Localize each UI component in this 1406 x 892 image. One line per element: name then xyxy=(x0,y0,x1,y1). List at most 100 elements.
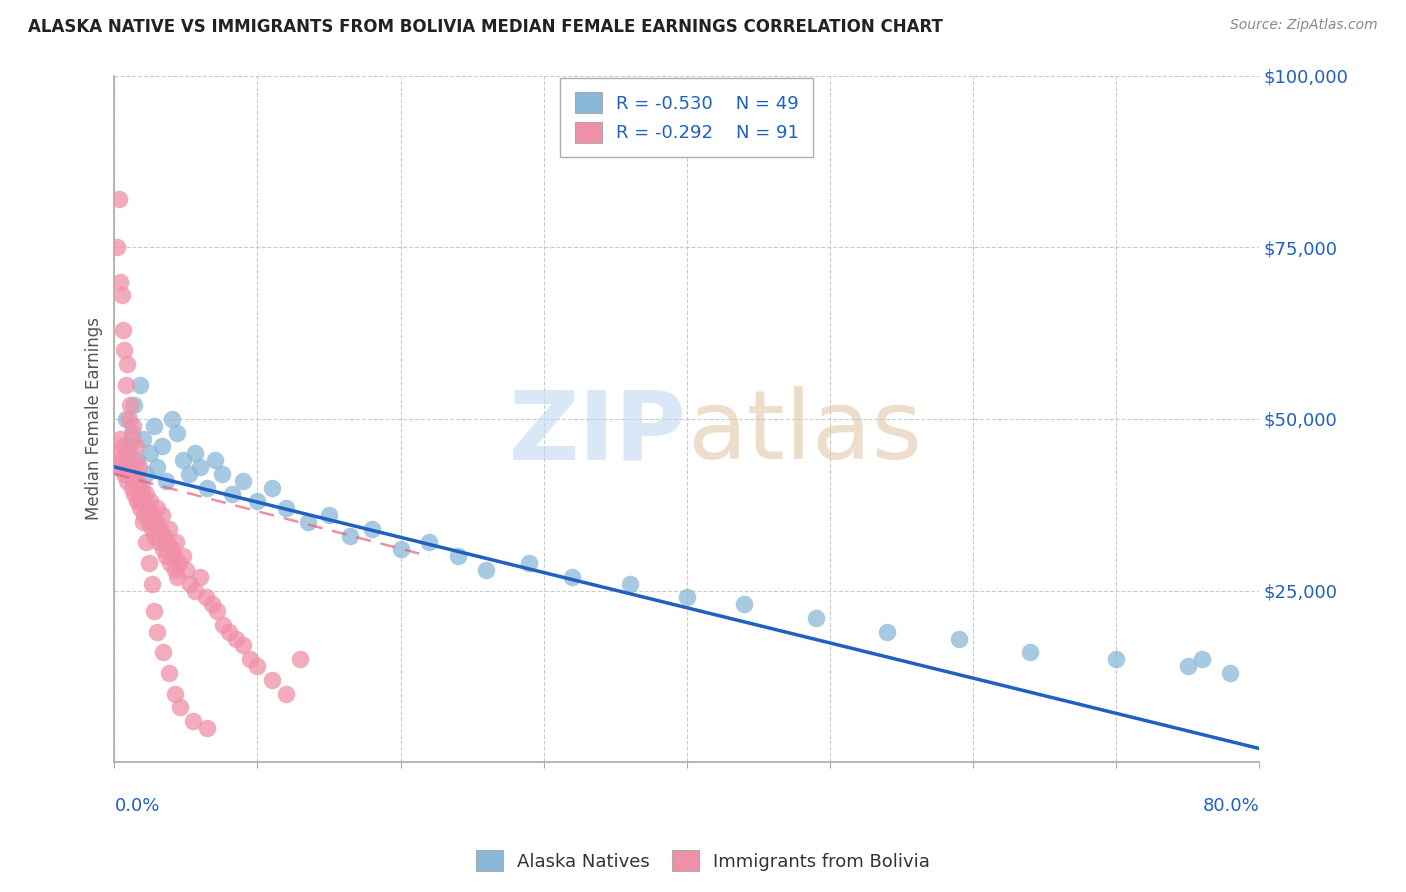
Point xyxy=(129,494,152,508)
Point xyxy=(260,673,283,687)
Point xyxy=(733,597,755,611)
Point xyxy=(125,467,148,481)
Point xyxy=(183,583,205,598)
Point xyxy=(135,487,157,501)
Point xyxy=(297,515,319,529)
Point xyxy=(804,611,827,625)
Point xyxy=(152,645,174,659)
Point xyxy=(188,570,211,584)
Point xyxy=(155,549,177,564)
Text: Source: ZipAtlas.com: Source: ZipAtlas.com xyxy=(1230,18,1378,32)
Point xyxy=(152,542,174,557)
Point xyxy=(132,433,155,447)
Point xyxy=(163,563,186,577)
Point xyxy=(389,542,412,557)
Point xyxy=(159,556,181,570)
Point xyxy=(141,576,163,591)
Point xyxy=(197,721,219,735)
Point xyxy=(112,343,135,358)
Point xyxy=(162,549,184,564)
Point xyxy=(155,474,177,488)
Point xyxy=(160,542,183,557)
Point xyxy=(115,377,138,392)
Point xyxy=(211,467,233,481)
Point xyxy=(131,481,153,495)
Point xyxy=(1191,652,1213,666)
Point xyxy=(117,357,139,371)
Text: ALASKA NATIVE VS IMMIGRANTS FROM BOLIVIA MEDIAN FEMALE EARNINGS CORRELATION CHAR: ALASKA NATIVE VS IMMIGRANTS FROM BOLIVIA… xyxy=(28,18,943,36)
Point xyxy=(361,522,384,536)
Point xyxy=(129,501,152,516)
Point xyxy=(146,501,169,516)
Point xyxy=(239,652,262,666)
Point xyxy=(136,501,159,516)
Point xyxy=(128,481,150,495)
Point xyxy=(876,624,898,639)
Point xyxy=(149,522,172,536)
Point xyxy=(339,528,361,542)
Point xyxy=(127,494,149,508)
Text: 80.0%: 80.0% xyxy=(1202,797,1260,814)
Point xyxy=(118,412,141,426)
Point xyxy=(122,474,145,488)
Point xyxy=(142,508,165,522)
Point xyxy=(108,275,131,289)
Point xyxy=(177,467,200,481)
Point xyxy=(290,652,312,666)
Point xyxy=(166,425,188,440)
Point xyxy=(172,453,194,467)
Point xyxy=(110,459,132,474)
Point xyxy=(143,604,166,618)
Point xyxy=(111,439,134,453)
Point xyxy=(274,687,297,701)
Point xyxy=(139,446,162,460)
Point xyxy=(148,535,170,549)
Point xyxy=(124,487,146,501)
Point xyxy=(165,535,187,549)
Legend: R = -0.530    N = 49, R = -0.292    N = 91: R = -0.530 N = 49, R = -0.292 N = 91 xyxy=(560,78,814,157)
Point xyxy=(517,556,540,570)
Point xyxy=(110,453,132,467)
Point xyxy=(1019,645,1042,659)
Point xyxy=(107,459,129,474)
Point xyxy=(318,508,340,522)
Point xyxy=(135,467,157,481)
Point xyxy=(675,591,697,605)
Point xyxy=(181,714,204,728)
Point xyxy=(174,563,197,577)
Point xyxy=(150,508,173,522)
Point xyxy=(120,467,142,481)
Point xyxy=(105,446,128,460)
Point xyxy=(124,453,146,467)
Point xyxy=(475,563,498,577)
Point xyxy=(221,487,243,501)
Point xyxy=(157,665,180,680)
Point xyxy=(274,501,297,516)
Point xyxy=(246,659,269,673)
Y-axis label: Median Female Earnings: Median Female Earnings xyxy=(86,318,103,520)
Point xyxy=(169,700,191,714)
Point xyxy=(112,467,135,481)
Point xyxy=(107,192,129,206)
Point xyxy=(120,398,142,412)
Point xyxy=(619,576,641,591)
Point xyxy=(166,570,188,584)
Point xyxy=(150,439,173,453)
Point xyxy=(105,240,128,254)
Point xyxy=(197,481,219,495)
Point xyxy=(143,528,166,542)
Point xyxy=(167,556,190,570)
Point xyxy=(195,591,218,605)
Point xyxy=(1177,659,1199,673)
Point xyxy=(246,494,269,508)
Point xyxy=(183,446,205,460)
Point xyxy=(121,425,143,440)
Point xyxy=(115,412,138,426)
Point xyxy=(418,535,440,549)
Point xyxy=(160,412,183,426)
Point xyxy=(111,323,134,337)
Point xyxy=(131,487,153,501)
Point xyxy=(212,618,235,632)
Point xyxy=(146,624,169,639)
Point xyxy=(108,433,131,447)
